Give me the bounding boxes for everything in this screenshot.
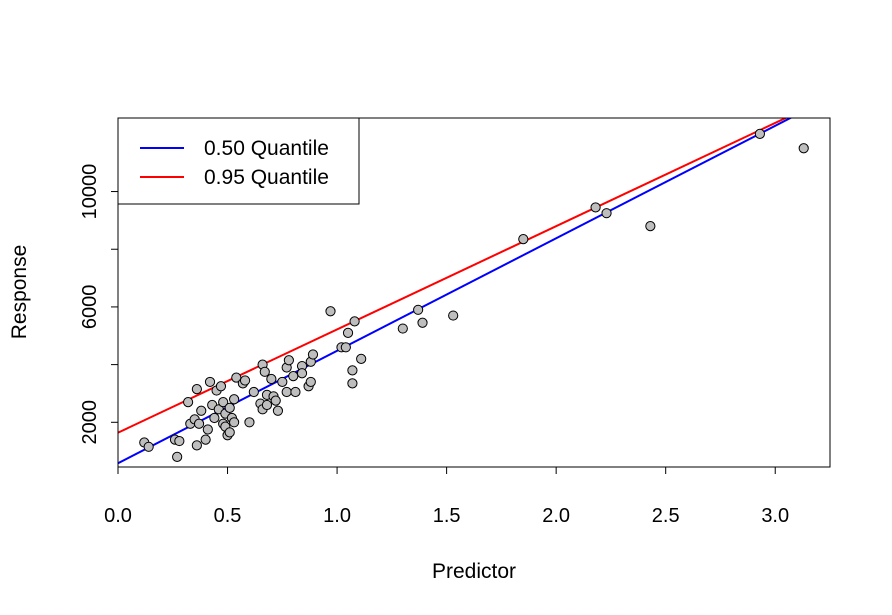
data-point — [798, 143, 809, 154]
data-point — [204, 376, 216, 388]
legend-label-upper: 0.95 Quantile — [204, 166, 329, 189]
legend: 0.50 Quantile 0.95 Quantile — [117, 117, 360, 205]
data-point — [397, 323, 408, 334]
data-point — [290, 386, 301, 398]
data-point — [191, 440, 202, 451]
x-tick-label: 3.0 — [761, 505, 789, 527]
x-tick-label: 0.5 — [214, 505, 242, 527]
data-points — [139, 128, 809, 463]
data-point — [281, 386, 292, 398]
data-point — [193, 418, 205, 429]
data-point — [347, 378, 358, 389]
data-point — [342, 327, 354, 338]
data-point — [244, 417, 255, 428]
data-point — [356, 353, 367, 364]
data-point — [172, 451, 183, 463]
y-tick-label: 6000 — [79, 285, 101, 330]
data-point — [413, 304, 424, 315]
data-point — [224, 402, 235, 413]
data-point — [202, 424, 213, 435]
data-point — [307, 349, 319, 360]
data-point — [417, 317, 428, 328]
data-point — [259, 366, 270, 377]
data-point — [590, 202, 601, 213]
data-point — [288, 371, 299, 382]
data-point — [215, 381, 227, 392]
x-tick-label: 2.0 — [542, 505, 570, 527]
data-point — [518, 234, 529, 245]
data-point — [266, 373, 277, 385]
data-point — [448, 310, 459, 321]
data-point — [218, 397, 229, 408]
quantile-lines — [118, 118, 793, 465]
data-point — [248, 386, 259, 398]
data-point — [239, 375, 251, 386]
data-point — [325, 306, 336, 317]
x-tick-label: 1.5 — [433, 505, 461, 527]
data-point — [296, 368, 308, 379]
data-point — [340, 342, 351, 353]
legend-box — [117, 117, 360, 205]
data-point — [754, 128, 765, 139]
data-point — [143, 441, 154, 452]
data-point — [174, 435, 185, 447]
x-axis: 0.0 0.5 1.0 1.5 2.0 2.5 3.0 — [104, 466, 789, 527]
legend-label-median: 0.50 Quantile — [204, 137, 329, 160]
data-point — [229, 417, 240, 428]
data-point — [347, 365, 358, 376]
data-point — [183, 397, 194, 408]
data-point — [283, 355, 294, 366]
data-point — [191, 384, 202, 395]
y-tick-label: 10000 — [79, 164, 101, 220]
data-point — [224, 427, 235, 438]
y-tick-label: 2000 — [79, 400, 101, 445]
data-point — [349, 316, 360, 327]
x-tick-label: 1.0 — [323, 505, 351, 527]
quantile-line-0 — [118, 118, 793, 465]
data-point — [261, 399, 273, 411]
data-point — [270, 395, 281, 406]
data-point — [196, 405, 207, 416]
data-point — [200, 434, 211, 445]
data-point — [272, 405, 284, 416]
x-tick-label: 2.5 — [652, 505, 680, 527]
data-point — [209, 412, 220, 424]
quantile-line-1 — [118, 118, 788, 434]
data-point — [601, 208, 612, 219]
data-point — [229, 394, 240, 405]
y-axis-label: Response — [8, 245, 31, 340]
data-point — [277, 376, 288, 388]
x-axis-label: Predictor — [432, 560, 516, 583]
data-point — [305, 376, 316, 388]
data-point — [645, 221, 656, 232]
y-axis: 2000 6000 10000 — [79, 164, 119, 445]
x-tick-label: 0.0 — [104, 505, 132, 527]
